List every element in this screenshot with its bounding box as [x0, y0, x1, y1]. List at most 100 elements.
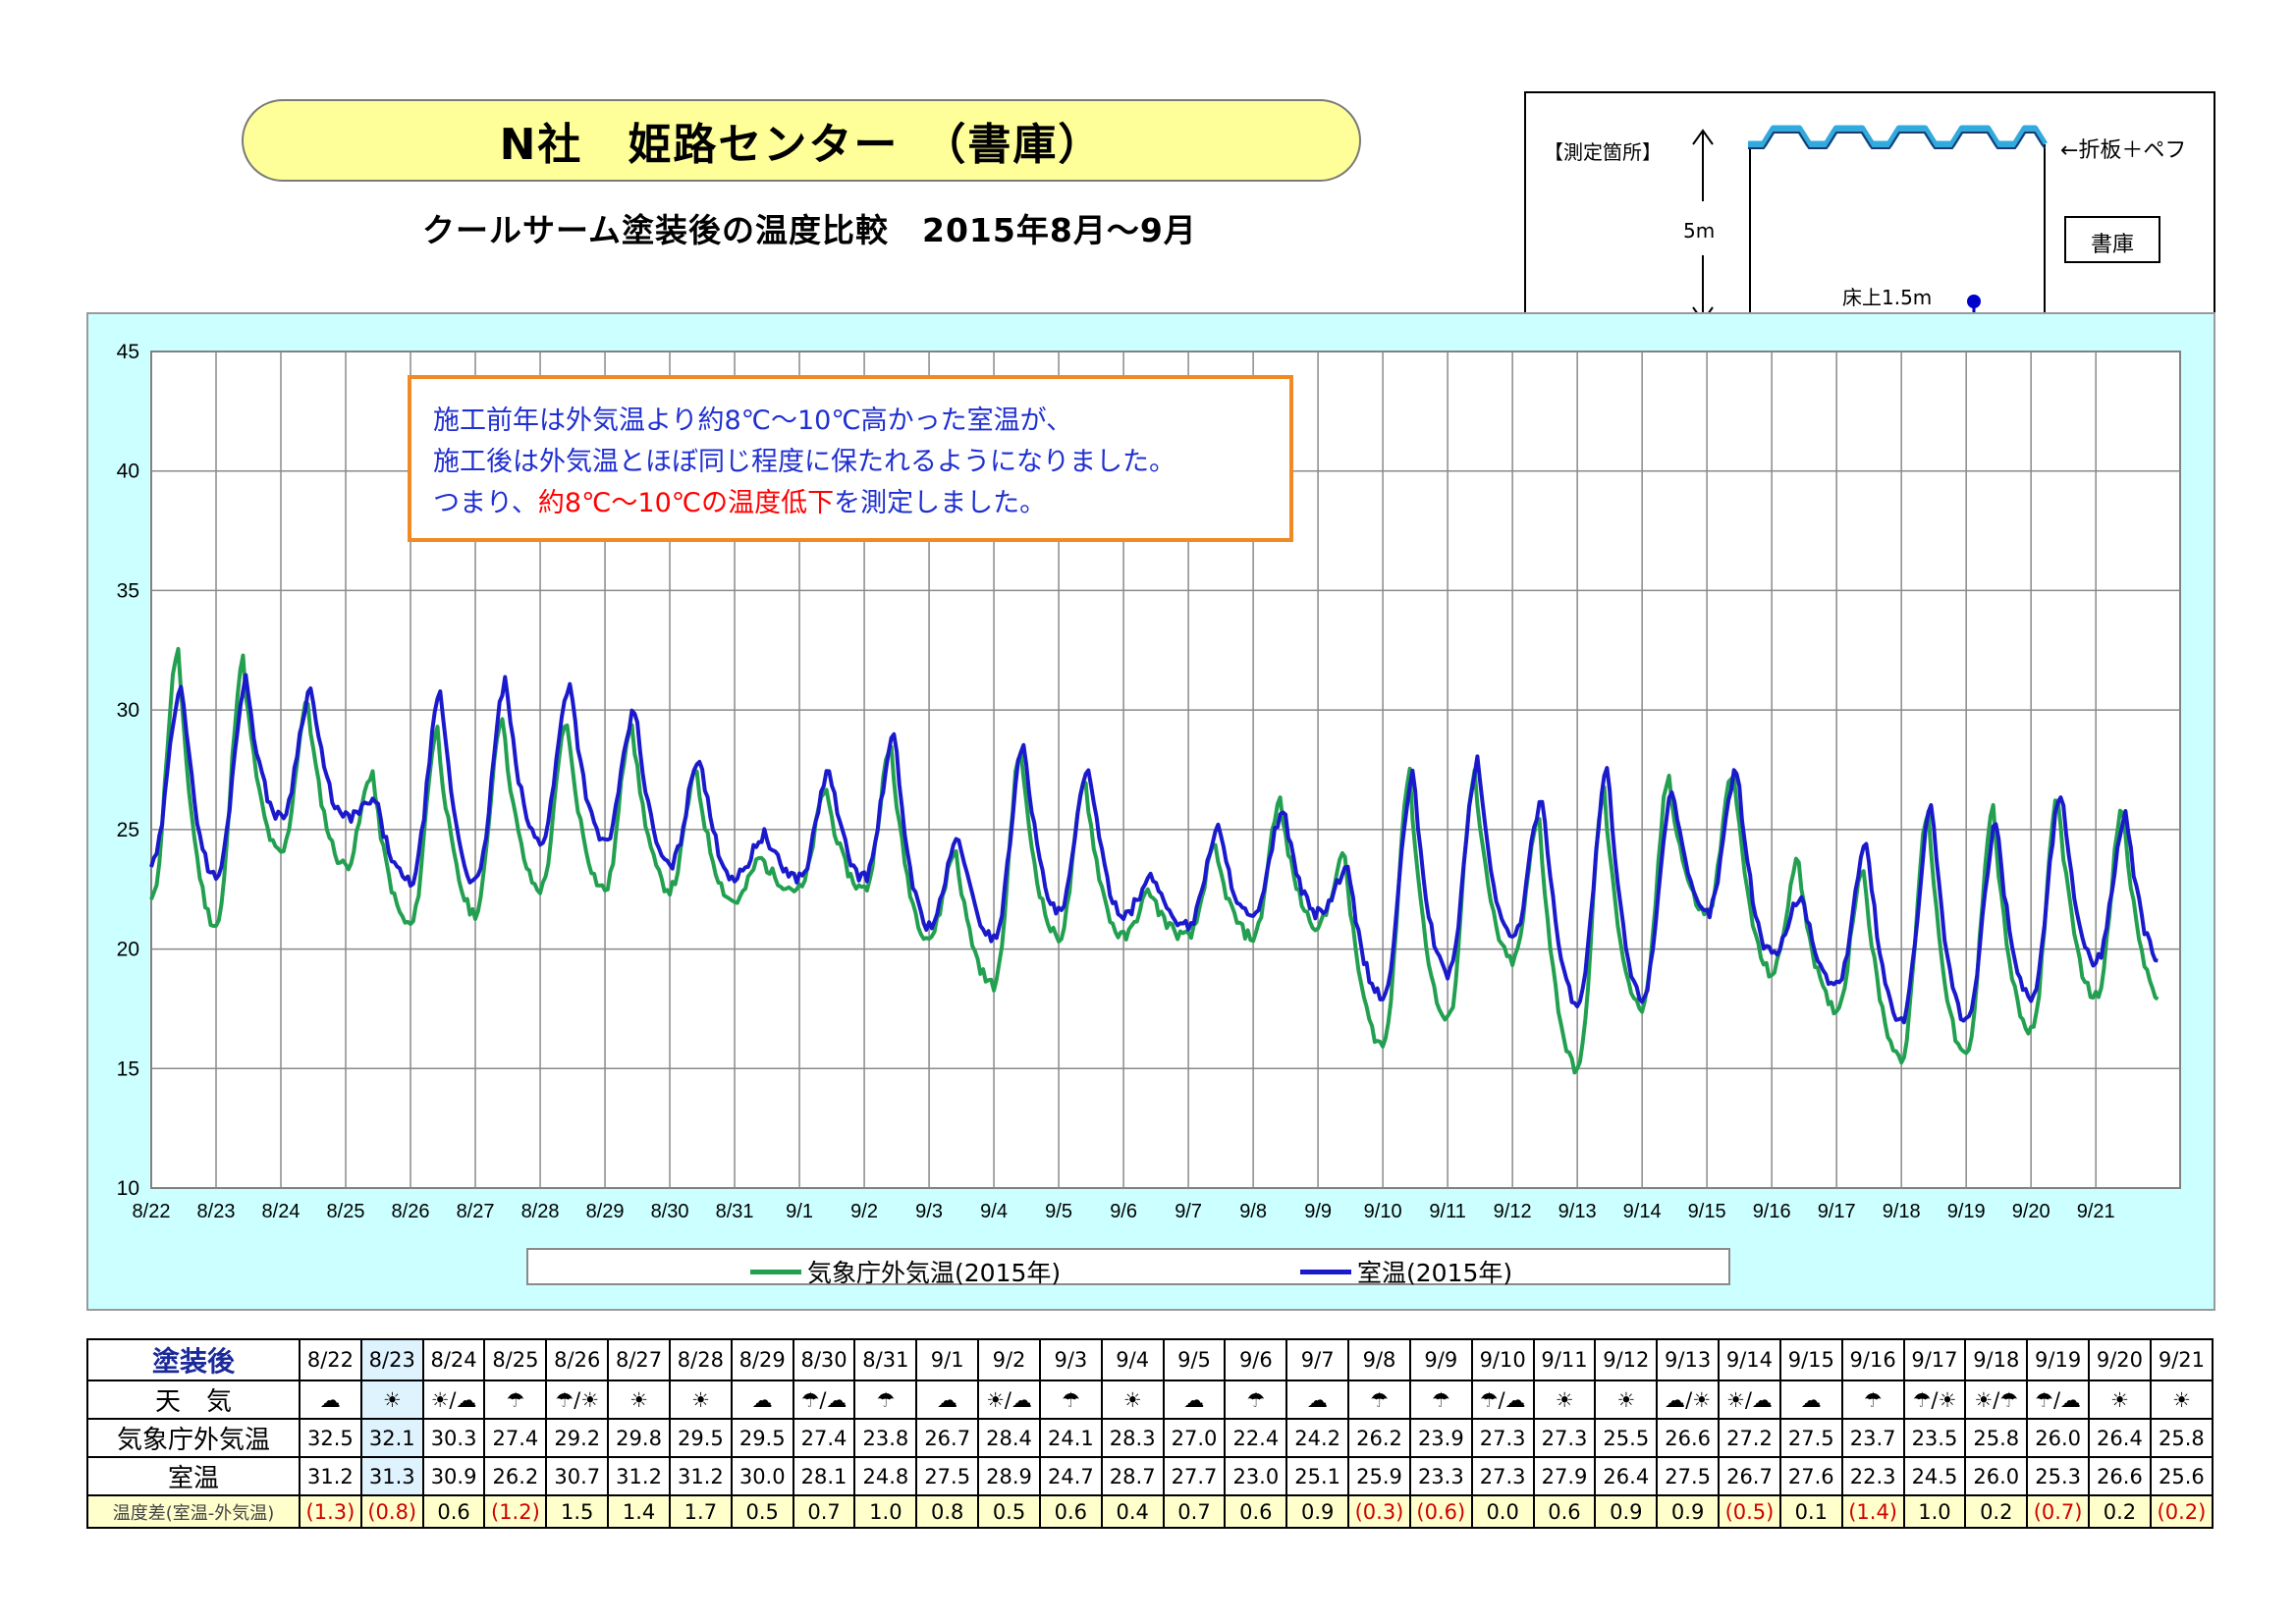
y-tick-label: 20: [117, 939, 139, 961]
outdoor-row-cell: 26.4: [2088, 1418, 2152, 1458]
x-tick-label: 9/16: [1753, 1201, 1791, 1222]
x-tick-label: 8/23: [197, 1201, 236, 1222]
date-row-cell: 9/19: [2026, 1338, 2091, 1381]
x-tick-label: 9/9: [1304, 1201, 1332, 1222]
date-row-cell: 9/10: [1470, 1338, 1535, 1381]
indoor-row-cell: 31.3: [359, 1456, 424, 1496]
weather-row-cell: ☂/☀: [1902, 1380, 1967, 1420]
chart-subtitle: クールサーム塗装後の温度比較 2015年8月～9月: [422, 211, 1197, 249]
indoor-row-cell: 28.1: [792, 1456, 856, 1496]
x-tick-label: 8/28: [521, 1201, 560, 1222]
weather-row-cell: ☂: [483, 1380, 548, 1420]
weather-row-cell: ☀: [1594, 1380, 1659, 1420]
outdoor-row-cell: 28.3: [1100, 1418, 1165, 1458]
diff-row-cell: (0.8): [359, 1494, 424, 1529]
x-tick-label: 9/20: [2012, 1201, 2050, 1222]
diff-row-cell: 1.7: [668, 1494, 733, 1529]
indoor-row-cell: 28.9: [977, 1456, 1041, 1496]
table-date-row: 塗装後 8/22 8/23 8/24 8/25 8/26 8/27 8/28 8/29 8/30 8…: [86, 1338, 2214, 1381]
weather-row-cell: ☀: [607, 1380, 671, 1420]
room-label: 書庫: [2090, 233, 2134, 257]
callout-text-c: を測定しました。: [834, 488, 1047, 518]
outdoor-row-cell: 27.5: [1778, 1418, 1843, 1458]
y-tick-label: 45: [117, 341, 139, 363]
diff-row-cell: 0.6: [1038, 1494, 1103, 1529]
weather-row-cell: ☀: [2149, 1380, 2214, 1420]
diff-row-cell: 0.9: [1594, 1494, 1659, 1529]
outdoor-row-cell: 23.8: [853, 1418, 918, 1458]
indoor-row-cell: 26.6: [2088, 1456, 2152, 1496]
x-tick-label: 9/12: [1494, 1201, 1532, 1222]
x-tick-label: 8/30: [651, 1201, 689, 1222]
x-tick-label: 8/29: [586, 1201, 625, 1222]
indoor-row-cell: 25.6: [2149, 1456, 2214, 1496]
outdoor-row-cell: 30.3: [421, 1418, 486, 1458]
indoor-row-cell: 27.6: [1778, 1456, 1843, 1496]
diff-row-cell: 1.5: [545, 1494, 610, 1529]
indoor-row-cell: 24.5: [1902, 1456, 1967, 1496]
sensor-marker: [1967, 295, 1981, 308]
indoor-row-cell: 27.5: [915, 1456, 980, 1496]
outdoor-row-cell: 32.1: [359, 1418, 424, 1458]
indoor-row-cell: 31.2: [607, 1456, 671, 1496]
y-tick-label: 40: [117, 460, 139, 483]
indoor-row-cell: 31.2: [299, 1456, 362, 1496]
outdoor-row-cell: 23.9: [1408, 1418, 1473, 1458]
diff-row-cell: (1.4): [1840, 1494, 1905, 1529]
y-tick-label: 35: [117, 579, 139, 602]
indoor-row-cell: 30.9: [421, 1456, 486, 1496]
diff-row-cell: 0.8: [915, 1494, 980, 1529]
diff-row-cell: 0.5: [730, 1494, 794, 1529]
callout-highlight: 約8℃～10℃の温度低下: [537, 488, 835, 518]
outdoor-row-cell: 27.0: [1162, 1418, 1227, 1458]
x-tick-label: 9/19: [1947, 1201, 1986, 1222]
callout-box: 施工前年は外気温より約8℃～10℃高かった室温が、 施工後は外気温とほぼ同じ程度…: [408, 375, 1293, 542]
weather-row-cell: ☁: [1162, 1380, 1227, 1420]
indoor-row-cell: 27.5: [1656, 1456, 1721, 1496]
indoor-row-cell: 25.9: [1347, 1456, 1411, 1496]
indoor-row-cell: 26.4: [1594, 1456, 1659, 1496]
weather-row-cell: ☀: [668, 1380, 733, 1420]
legend-label-indoor: 室温(2015年): [1357, 1259, 1513, 1287]
weather-row-cell: ☀: [1100, 1380, 1165, 1420]
legend-item-indoor: 室温(2015年): [1300, 1254, 1512, 1289]
outdoor-row-cell: 25.8: [1964, 1418, 2029, 1458]
date-row-cell: 8/26: [545, 1338, 610, 1381]
date-row-cell: 9/7: [1285, 1338, 1350, 1381]
date-row-cell: 9/11: [1532, 1338, 1597, 1381]
date-row-cell: 8/24: [421, 1338, 486, 1381]
outdoor-row-cell: 29.2: [545, 1418, 610, 1458]
legend-label-outdoor: 気象庁外気温(2015年): [807, 1259, 1062, 1287]
outdoor-row-cell: 27.3: [1532, 1418, 1597, 1458]
outdoor-row-cell: 29.5: [668, 1418, 733, 1458]
date-row-cell: 8/22: [299, 1338, 362, 1381]
outdoor-row-cell: 27.3: [1470, 1418, 1535, 1458]
weather-row-cell: ☀/☂: [1964, 1380, 2029, 1420]
diff-row-cell: 0.4: [1100, 1494, 1165, 1529]
weather-row-header: 天 気: [86, 1380, 301, 1420]
weather-row-cell: ☂: [853, 1380, 918, 1420]
outdoor-row-cell: 26.6: [1656, 1418, 1721, 1458]
diff-row-cell: (0.6): [1408, 1494, 1473, 1529]
legend-swatch-indoor: [1300, 1269, 1351, 1274]
outdoor-row-cell: 26.0: [2026, 1418, 2091, 1458]
weather-row-cell: ☂/☁: [1470, 1380, 1535, 1420]
outdoor-row-cell: 32.5: [299, 1418, 362, 1458]
indoor-row-cell: 24.7: [1038, 1456, 1103, 1496]
x-tick-label: 8/26: [392, 1201, 430, 1222]
x-tick-label: 9/3: [915, 1201, 943, 1222]
outdoor-row-header: 気象庁外気温: [86, 1418, 301, 1458]
date-row-cell: 9/18: [1964, 1338, 2029, 1381]
date-row-cell: 9/6: [1224, 1338, 1288, 1381]
weather-row-cell: ☂/☁: [792, 1380, 856, 1420]
outdoor-row-cell: 29.5: [730, 1418, 794, 1458]
indoor-row-cell: 30.7: [545, 1456, 610, 1496]
indoor-row-cell: 27.9: [1532, 1456, 1597, 1496]
indoor-row-cell: 26.0: [1964, 1456, 2029, 1496]
weather-row-cell: ☁: [299, 1380, 362, 1420]
diff-row-cell: 0.6: [1532, 1494, 1597, 1529]
x-tick-label: 9/21: [2077, 1201, 2115, 1222]
y-tick-label: 30: [117, 699, 139, 722]
weather-row-cell: ☁/☀: [1656, 1380, 1721, 1420]
diff-row-cell: 1.0: [1902, 1494, 1967, 1529]
